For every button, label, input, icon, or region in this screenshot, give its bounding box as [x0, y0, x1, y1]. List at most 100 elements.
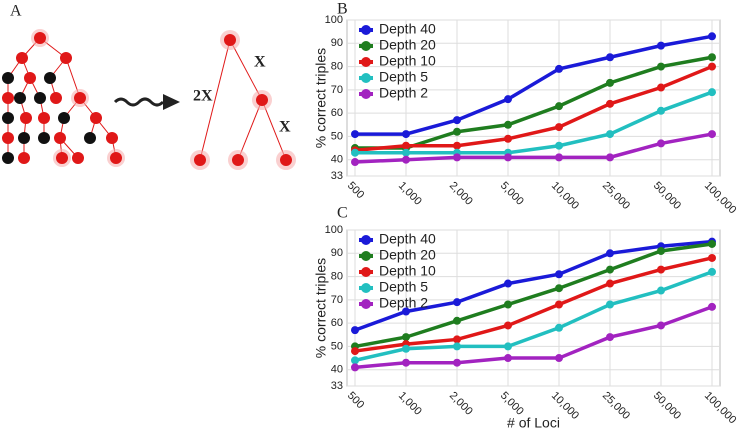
- legend-swatch: [361, 41, 371, 51]
- legend-label: Depth 10: [379, 53, 436, 69]
- y-tick-label: 33: [331, 170, 343, 182]
- legend-swatch: [361, 25, 371, 35]
- y-axis-label: % correct triples: [313, 258, 329, 358]
- data-point: [351, 158, 359, 167]
- x-tick-label: 10,000: [549, 180, 581, 212]
- data-point: [606, 279, 614, 288]
- data-point: [606, 53, 614, 62]
- data-point: [453, 298, 461, 307]
- data-point: [555, 270, 563, 279]
- data-point: [657, 265, 665, 274]
- y-tick-label: 100: [325, 224, 343, 236]
- data-point: [555, 323, 563, 332]
- data-point: [555, 141, 563, 150]
- data-point: [504, 134, 512, 143]
- data-point: [708, 62, 716, 71]
- y-tick-label: 60: [331, 107, 343, 119]
- wavy-arrow: [113, 97, 165, 107]
- data-point: [657, 139, 665, 148]
- data-point: [504, 354, 512, 363]
- data-point: [708, 239, 716, 248]
- x-tick-label: 500: [345, 180, 366, 201]
- data-point: [606, 99, 614, 108]
- data-point: [708, 267, 716, 276]
- data-point: [555, 153, 563, 162]
- data-point: [555, 102, 563, 111]
- legend-label: Depth 5: [379, 69, 428, 85]
- series-line: [354, 64, 713, 153]
- series-line: [354, 305, 713, 370]
- y-tick-label: 90: [331, 247, 343, 259]
- data-point: [657, 321, 665, 330]
- data-point: [453, 342, 461, 351]
- data-point: [708, 32, 716, 41]
- data-point: [402, 148, 410, 157]
- data-point: [453, 116, 461, 125]
- legend-label: Depth 40: [379, 21, 436, 37]
- legend-label: Depth 20: [379, 37, 436, 53]
- data-point: [606, 265, 614, 274]
- legend-swatch: [361, 235, 371, 245]
- y-tick-label: 80: [331, 270, 343, 282]
- x-tick-label: 1,000: [396, 390, 424, 418]
- data-point: [504, 95, 512, 104]
- data-point: [351, 326, 359, 335]
- data-point: [657, 41, 665, 50]
- y-tick-label: 33: [331, 380, 343, 392]
- data-point: [606, 78, 614, 87]
- branch-label: X: [279, 119, 291, 136]
- data-point: [351, 148, 359, 157]
- legend-swatch: [361, 267, 371, 277]
- legend-label: Depth 20: [379, 247, 436, 263]
- data-point: [453, 127, 461, 136]
- legend-swatch: [361, 283, 371, 293]
- data-point: [555, 300, 563, 309]
- panel-label: B: [337, 1, 348, 18]
- data-point: [504, 300, 512, 309]
- data-point: [708, 302, 716, 311]
- legend-swatch: [361, 299, 371, 309]
- x-tick-label: 25,000: [600, 390, 632, 422]
- data-point: [504, 153, 512, 162]
- data-point: [555, 123, 563, 132]
- x-tick-label: 1,000: [396, 180, 424, 208]
- data-point: [606, 300, 614, 309]
- series-line: [354, 132, 713, 164]
- data-point: [555, 284, 563, 293]
- data-point: [606, 333, 614, 342]
- y-axis-label: % correct triples: [313, 48, 329, 148]
- y-tick-label: 100: [325, 14, 343, 26]
- panel-label: A: [10, 3, 22, 20]
- series-line: [355, 34, 713, 136]
- legend-swatch: [361, 57, 371, 67]
- data-point: [402, 155, 410, 164]
- legend-swatch: [361, 73, 371, 83]
- legend-swatch: [361, 89, 371, 99]
- data-point: [657, 62, 665, 71]
- data-point: [453, 141, 461, 150]
- data-point: [402, 344, 410, 353]
- legend-swatch: [361, 251, 371, 261]
- tree-right-nodes: [190, 30, 296, 170]
- data-point: [351, 356, 359, 365]
- data-point: [708, 53, 716, 62]
- x-tick-label: 50,000: [651, 180, 683, 212]
- data-point: [453, 316, 461, 325]
- series-line: [354, 242, 713, 349]
- x-tick-label: 100,000: [702, 390, 739, 427]
- data-point: [504, 342, 512, 351]
- branch-label: 2X: [193, 88, 213, 105]
- data-point: [657, 106, 665, 115]
- data-point: [402, 358, 410, 367]
- data-point: [402, 141, 410, 150]
- data-point: [606, 153, 614, 162]
- data-point: [453, 335, 461, 344]
- legend-label: Depth 10: [379, 263, 436, 279]
- data-point: [657, 286, 665, 295]
- legend-label: Depth 5: [379, 279, 428, 295]
- y-tick-label: 70: [331, 84, 343, 96]
- y-tick-label: 50: [331, 340, 343, 352]
- data-point: [708, 88, 716, 97]
- arrow-head: [163, 94, 180, 110]
